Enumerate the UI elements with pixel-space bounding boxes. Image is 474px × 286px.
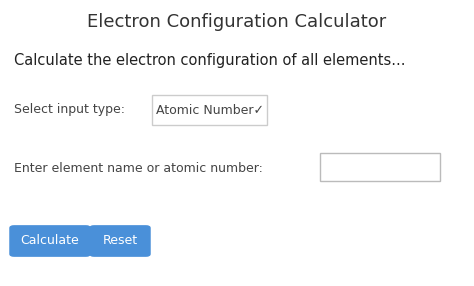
FancyBboxPatch shape (152, 95, 267, 125)
Text: Select input type:: Select input type: (14, 104, 125, 116)
Text: Calculate the electron configuration of all elements...: Calculate the electron configuration of … (14, 53, 405, 67)
FancyBboxPatch shape (320, 153, 440, 181)
FancyBboxPatch shape (89, 225, 151, 257)
Text: Reset: Reset (102, 235, 137, 247)
Text: Calculate: Calculate (21, 235, 79, 247)
Text: Atomic Number✓: Atomic Number✓ (155, 104, 264, 116)
Text: Electron Configuration Calculator: Electron Configuration Calculator (87, 13, 387, 31)
Text: Enter element name or atomic number:: Enter element name or atomic number: (14, 162, 263, 174)
FancyBboxPatch shape (9, 225, 91, 257)
